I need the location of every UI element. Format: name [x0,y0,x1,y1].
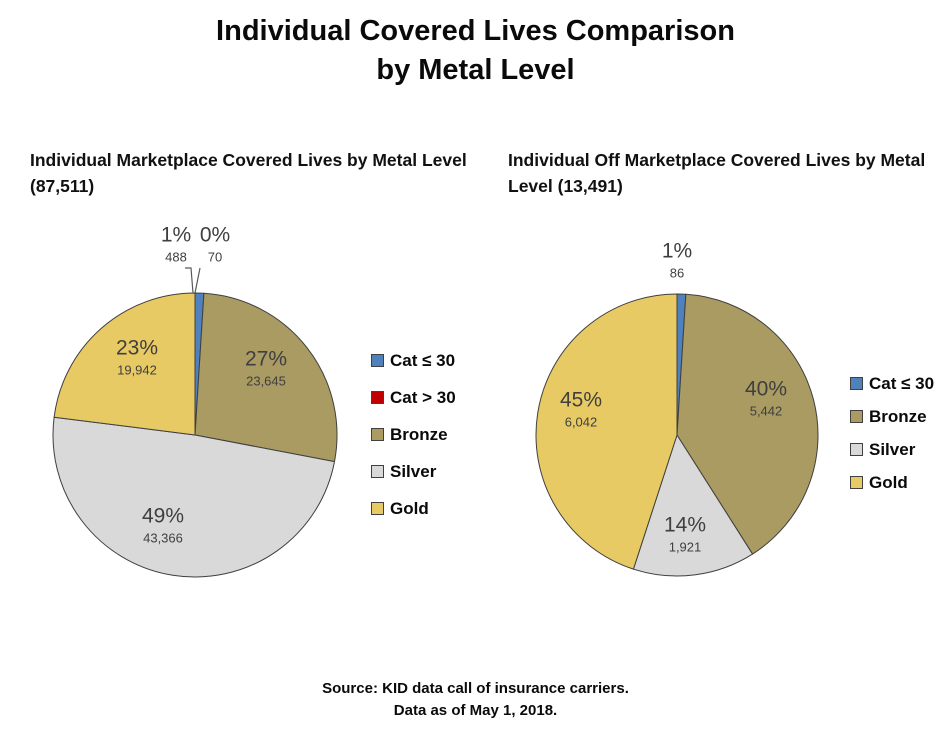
left-cat-le-30-label: 1% 488 [161,223,191,264]
cat-le-30-swatch-icon [371,354,384,367]
right-silver-label: 14% 1,921 [664,513,706,554]
legend-item-cat-gt-30: Cat > 30 [371,386,456,409]
bronze-swatch-icon [850,410,863,423]
right-cat-le-30-label: 1% 86 [662,239,692,280]
legend-label-gold: Gold [869,472,908,492]
source-note: Source: KID data call of insurance carri… [0,678,951,722]
pie-slice [676,293,819,555]
leader-line-cat-gt-30 [194,267,201,294]
page-title-line2: by Metal Level [376,53,575,86]
legend-label-cat-le-30: Cat ≤ 30 [390,350,456,370]
legend-item-gold: Gold [371,497,456,520]
left-bronze-value: 23,645 [246,372,286,388]
right-silver-pct: 14% [663,513,707,537]
left-silver-label: 49% 43,366 [142,504,184,545]
right-silver-value: 1,921 [668,538,702,554]
leader-line-cat-le-30 [185,267,194,294]
gold-swatch-icon [850,476,863,489]
left-silver-value: 43,366 [143,529,183,545]
left-gold-pct: 23% [115,336,159,360]
cat-gt-30-swatch-icon [371,391,384,404]
legend-item-bronze: Bronze [850,405,934,428]
right-bronze-value: 5,442 [749,402,783,418]
pie-slice [632,434,754,577]
right-cat-le-30-pct: 1% [661,239,693,263]
legend-item-gold: Gold [850,471,934,494]
legend-label-cat-gt-30: Cat > 30 [390,387,456,407]
source-line2: Data as of May 1, 2018. [393,701,558,719]
right-cat-le-30-value: 86 [669,264,685,280]
legend-label-silver: Silver [869,439,916,459]
legend-item-silver: Silver [850,438,934,461]
legend-label-bronze: Bronze [390,424,448,444]
silver-swatch-icon [850,443,863,456]
left-cat-gt-30-pct: 0% [199,223,231,247]
bronze-swatch-icon [371,428,384,441]
legend-label-silver: Silver [390,461,437,481]
left-bronze-label: 27% 23,645 [245,347,287,388]
pie-slice [52,416,335,578]
right-gold-value: 6,042 [564,413,598,429]
left-chart-title: Individual Marketplace Covered Lives by … [30,150,467,197]
left-gold-value: 19,942 [117,361,157,377]
silver-swatch-icon [371,465,384,478]
page-title-line1: Individual Covered Lives Comparison [216,15,735,47]
page-title: Individual Covered Lives Comparison by M… [0,12,951,89]
legend-item-cat-le-30: Cat ≤ 30 [371,349,456,372]
left-bronze-pct: 27% [244,347,288,371]
legend-label-bronze: Bronze [869,406,927,426]
source-line1: Source: KID data call of insurance carri… [322,680,629,697]
legend-item-bronze: Bronze [371,423,456,446]
legend-label-gold: Gold [390,498,429,518]
legend-item-silver: Silver [371,460,456,483]
pie-slice [535,293,678,570]
right-chart-title: Individual Off Marketplace Covered Lives… [508,150,926,197]
left-cat-le-30-value: 488 [165,248,187,264]
pie-slice [194,292,338,463]
right-gold-pct: 45% [559,388,603,412]
left-silver-pct: 49% [141,504,185,528]
pie-slice [53,292,196,436]
left-gold-label: 23% 19,942 [116,336,158,377]
right-gold-label: 45% 6,042 [560,388,602,429]
gold-swatch-icon [371,502,384,515]
off-marketplace-pie [535,293,819,577]
left-cat-le-30-pct: 1% [160,223,192,247]
marketplace-pie [52,292,338,578]
right-bronze-label: 40% 5,442 [745,377,787,418]
left-cat-gt-30-value: 70 [207,248,223,264]
right-bronze-pct: 40% [744,377,788,401]
cat-le-30-swatch-icon [850,377,863,390]
left-legend: Cat ≤ 30 Cat > 30 Bronze Silver Gold [371,349,456,520]
right-legend: Cat ≤ 30 Bronze Silver Gold [850,372,934,494]
legend-item-cat-le-30: Cat ≤ 30 [850,372,934,395]
left-cat-gt-30-label: 0% 70 [200,223,230,264]
legend-label-cat-le-30: Cat ≤ 30 [869,373,935,393]
